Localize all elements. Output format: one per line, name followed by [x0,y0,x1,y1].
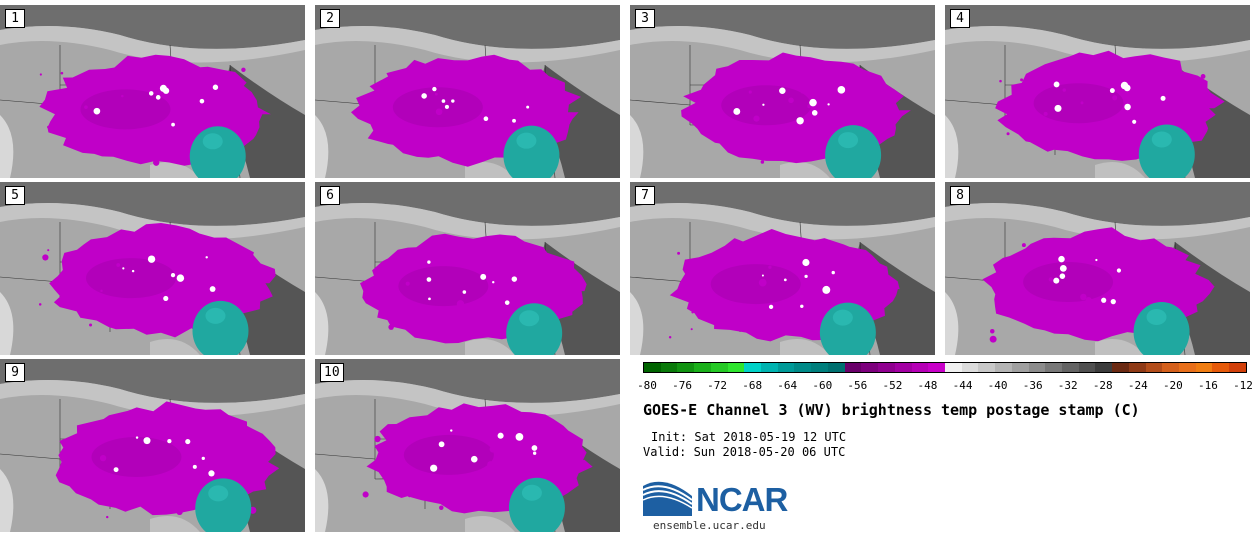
wv-map [945,182,1250,355]
colorbar-segment [1112,363,1129,372]
wv-map [315,359,620,532]
wv-map [315,182,620,355]
colorbar-segment [1078,363,1096,372]
wv-map [0,5,305,178]
colorbar-tick-label: -68 [742,379,763,392]
colorbar-segment [811,363,828,372]
wv-map [945,5,1250,178]
valid-time: Valid: Sun 2018-05-20 06 UTC [643,445,846,459]
wv-map [630,5,935,178]
colorbar-segment [1145,363,1163,372]
colorbar-segment [777,363,795,372]
member-label: 2 [320,9,340,28]
colorbar-segment [694,363,711,372]
colorbar-segment [1011,363,1029,372]
logo-url: ensemble.ucar.edu [653,519,766,532]
member-label: 1 [5,9,25,28]
member-panel-4: 4 [945,5,1250,178]
colorbar-tick-label: -76 [672,379,692,392]
colorbar-segment [1162,363,1179,372]
colorbar-tick-label: -12 [1233,379,1253,392]
member-panel-9: 9 [0,359,305,532]
colorbar-segment [844,363,862,372]
colorbar-segment [961,363,979,372]
figure-title: GOES-E Channel 3 (WV) brightness temp po… [643,401,1140,419]
colorbar-segment [710,363,728,372]
colorbar-tick-label: -72 [707,379,728,392]
member-panel-6: 6 [315,182,620,355]
colorbar-segment [928,363,945,372]
colorbar-tick-label: -28 [1092,379,1113,392]
member-panel-3: 3 [630,5,935,178]
member-panel-5: 5 [0,182,305,355]
colorbar [643,362,1247,373]
colorbar-segment [1045,363,1062,372]
colorbar-segment [1128,363,1146,372]
colorbar-segment [1028,363,1046,372]
colorbar-tick-label: -44 [952,379,973,392]
colorbar-segment [660,363,678,372]
colorbar-segment [644,363,661,372]
colorbar-tick-label: -60 [812,379,833,392]
colorbar-segment [861,363,879,372]
member-label: 8 [950,186,970,205]
colorbar-tick-label: -32 [1057,379,1078,392]
colorbar-segment [1229,363,1246,372]
init-time: Init: Sat 2018-05-19 12 UTC [651,430,847,444]
colorbar-tick-label: -52 [882,379,903,392]
colorbar-segment [978,363,996,372]
member-label: 3 [635,9,655,28]
colorbar-segment [995,363,1012,372]
member-label: 4 [950,9,970,28]
wv-map [0,182,305,355]
member-panel-2: 2 [315,5,620,178]
colorbar-segment [878,363,895,372]
colorbar-tick-label: -16 [1198,379,1218,392]
member-panel-1: 1 [0,5,305,178]
member-label: 7 [635,186,655,205]
ncar-logo-icon [642,481,693,516]
colorbar-tick-label: -36 [1022,379,1043,392]
colorbar-segment [1179,363,1196,372]
colorbar-tick-label: -40 [987,379,1008,392]
colorbar-tick-label: -24 [1127,379,1148,392]
colorbar-segment [944,363,962,372]
wv-map [315,5,620,178]
colorbar-tick-label: -64 [777,379,798,392]
colorbar-segment [761,363,778,372]
colorbar-segment [744,363,762,372]
wv-map [0,359,305,532]
colorbar-tick-label: -56 [847,379,868,392]
colorbar-tick-labels: -80 -76 -72 -68 -64 -60 -56 -52 -48 -44 -40 -36 -32 -… [637,379,1253,393]
colorbar-segment [827,363,845,372]
colorbar-segment [794,363,812,372]
colorbar-segment [911,363,929,372]
colorbar-segment [1061,363,1079,372]
member-label: 10 [320,363,344,382]
member-label: 9 [5,363,25,382]
colorbar-segment [1212,363,1230,372]
colorbar-tick-label: -80 [637,379,657,392]
member-panel-10: 10 [315,359,620,532]
member-label: 6 [320,186,340,205]
colorbar-segment [894,363,912,372]
wv-map [630,182,935,355]
member-panel-8: 8 [945,182,1250,355]
ncar-logo-text: NCAR [696,481,788,518]
member-panel-7: 7 [630,182,935,355]
colorbar-tick-label: -48 [917,379,938,392]
colorbar-segment [1095,363,1113,372]
colorbar-tick-label: -20 [1162,379,1183,392]
member-label: 5 [5,186,25,205]
colorbar-segment [1195,363,1213,372]
colorbar-segment [727,363,745,372]
colorbar-segment [677,363,695,372]
